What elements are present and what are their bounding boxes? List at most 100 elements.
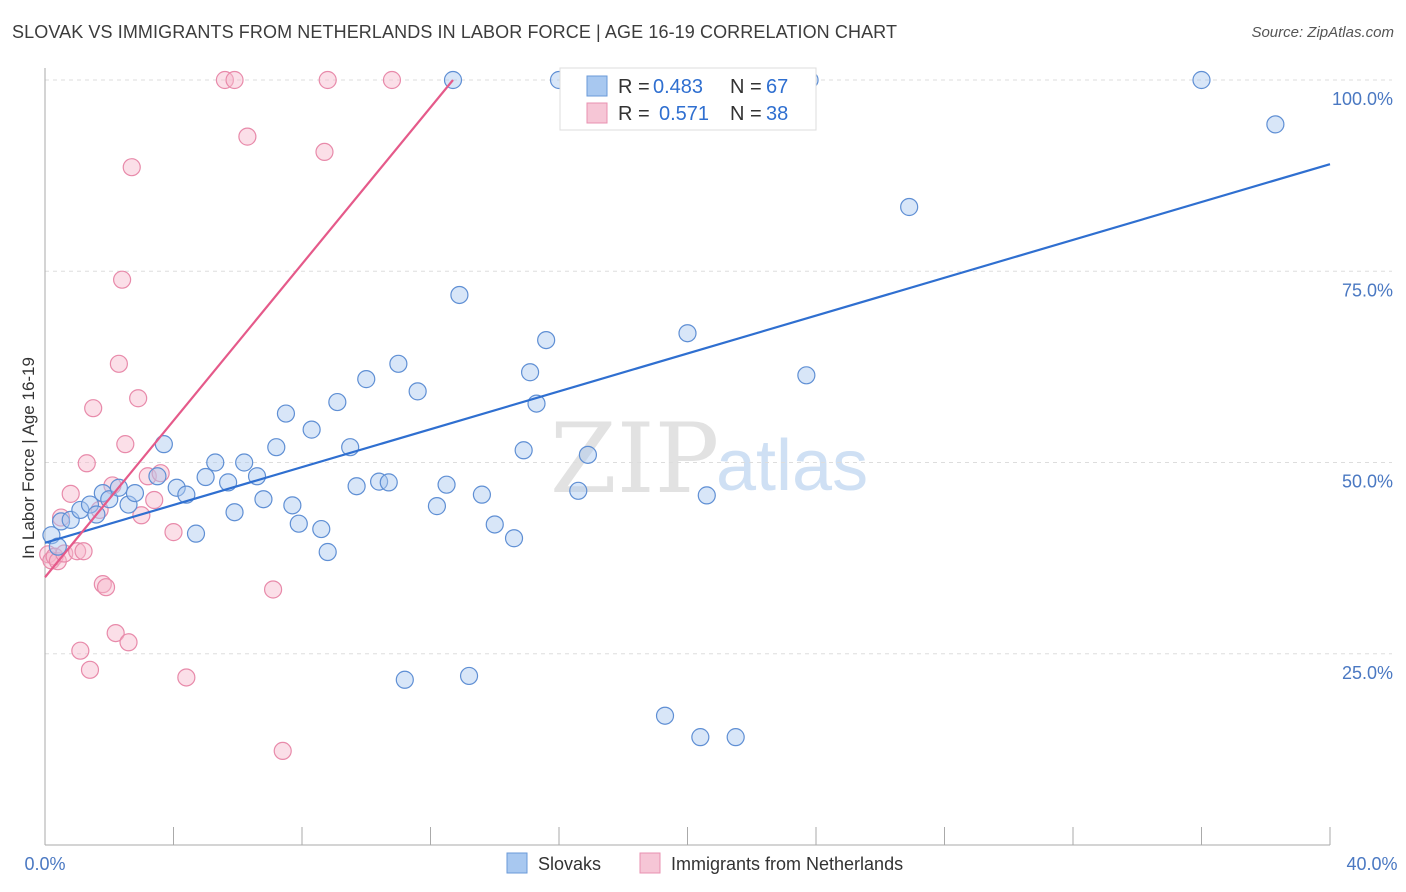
source-credit: Source: ZipAtlas.com bbox=[1251, 24, 1394, 41]
point-slovaks-58 bbox=[697, 486, 716, 505]
point-netherlands-18 bbox=[109, 354, 128, 373]
point-netherlands-31 bbox=[225, 70, 244, 90]
point-slovaks-14 bbox=[167, 478, 186, 497]
point-slovaks-18 bbox=[206, 453, 225, 472]
legend-swatch-netherlands bbox=[586, 102, 608, 124]
point-netherlands-22 bbox=[122, 158, 141, 177]
bottom-legend-label-netherlands: Immigrants from Netherlands bbox=[671, 854, 903, 874]
point-netherlands-27 bbox=[151, 464, 170, 483]
x-ticks bbox=[44, 827, 1331, 845]
point-slovaks-27 bbox=[289, 514, 308, 533]
point-slovaks-48 bbox=[520, 363, 540, 382]
point-netherlands-9 bbox=[74, 542, 93, 561]
point-slovaks-42 bbox=[450, 285, 469, 305]
point-slovaks-66 bbox=[1266, 115, 1285, 134]
point-slovaks-28 bbox=[302, 420, 321, 439]
y-tick-label-50: 50.0% bbox=[1342, 472, 1393, 492]
y-tick-labels: 25.0% 50.0% 75.0% 100.0% bbox=[1332, 89, 1393, 683]
point-slovaks-20 bbox=[225, 503, 244, 522]
legend-n-value-slovaks: 67 bbox=[766, 76, 788, 98]
point-slovaks-53 bbox=[569, 481, 588, 500]
point-slovaks-65 bbox=[1192, 70, 1211, 90]
legend-n-value-netherlands: 38 bbox=[766, 103, 788, 125]
point-slovaks-56 bbox=[678, 324, 697, 343]
point-slovaks-45 bbox=[485, 515, 504, 534]
point-slovaks-44 bbox=[472, 485, 491, 504]
legend-n-label-slovaks: N = bbox=[730, 76, 762, 98]
trend-lines bbox=[44, 79, 1331, 578]
y-tick-label-100: 100.0% bbox=[1332, 89, 1393, 109]
point-netherlands-36 bbox=[318, 70, 337, 90]
point-slovaks-57 bbox=[691, 728, 710, 747]
y-axis-label: In Labor Force | Age 16-19 bbox=[19, 357, 38, 559]
bottom-legend-swatch-slovaks bbox=[506, 852, 528, 874]
point-netherlands-15 bbox=[96, 578, 116, 597]
point-slovaks-54 bbox=[578, 445, 598, 464]
point-slovaks-60 bbox=[726, 728, 745, 747]
point-netherlands-8 bbox=[71, 641, 90, 660]
point-slovaks-40 bbox=[437, 475, 456, 494]
point-slovaks-63 bbox=[900, 197, 919, 217]
point-slovaks-43 bbox=[459, 666, 479, 686]
point-netherlands-20 bbox=[116, 435, 135, 454]
point-slovaks-23 bbox=[254, 490, 273, 509]
point-slovaks-36 bbox=[379, 473, 398, 492]
point-slovaks-26 bbox=[283, 496, 302, 515]
legend-r-value-slovaks: 0.483 bbox=[653, 76, 703, 98]
point-slovaks-55 bbox=[655, 706, 675, 725]
point-slovaks-38 bbox=[408, 382, 427, 401]
bottom-legend: Slovaks Immigrants from Netherlands bbox=[506, 852, 903, 874]
point-slovaks-35 bbox=[370, 472, 389, 491]
point-slovaks-17 bbox=[196, 467, 215, 487]
point-netherlands-28 bbox=[164, 523, 183, 542]
watermark-atlas: atlas bbox=[716, 426, 868, 506]
point-netherlands-14 bbox=[93, 575, 112, 594]
point-netherlands-35 bbox=[315, 142, 334, 162]
point-slovaks-3 bbox=[61, 510, 80, 529]
point-netherlands-17 bbox=[106, 623, 125, 643]
y-tick-label-75: 75.0% bbox=[1342, 280, 1393, 300]
trend-line-netherlands bbox=[44, 79, 454, 578]
legend-r-label-slovaks: R = bbox=[618, 76, 650, 98]
point-slovaks-37 bbox=[389, 354, 408, 373]
point-slovaks-25 bbox=[276, 404, 296, 423]
top-legend: R = 0.483 N = 67 R = 0.571 N = 38 bbox=[559, 67, 817, 131]
point-netherlands-37 bbox=[382, 70, 402, 90]
y-tick-label-25: 25.0% bbox=[1342, 663, 1393, 683]
point-netherlands-21 bbox=[119, 633, 138, 652]
point-slovaks-39 bbox=[427, 497, 447, 516]
bottom-legend-label-slovaks: Slovaks bbox=[538, 854, 601, 874]
point-slovaks-24 bbox=[267, 438, 286, 457]
point-netherlands-6 bbox=[61, 484, 80, 503]
point-slovaks-29 bbox=[312, 519, 331, 539]
point-netherlands-10 bbox=[77, 454, 96, 473]
point-netherlands-23 bbox=[129, 389, 148, 408]
point-slovaks-64 bbox=[395, 670, 414, 689]
point-slovaks-31 bbox=[328, 392, 347, 412]
point-slovaks-12 bbox=[148, 467, 167, 486]
bottom-legend-swatch-netherlands bbox=[639, 852, 661, 874]
legend-swatch-slovaks bbox=[586, 75, 608, 97]
legend-r-value-netherlands: 0.571 bbox=[659, 103, 709, 125]
chart-title: SLOVAK VS IMMIGRANTS FROM NETHERLANDS IN… bbox=[12, 22, 898, 42]
point-slovaks-16 bbox=[186, 524, 206, 543]
point-slovaks-5 bbox=[80, 495, 100, 514]
series-netherlands-points bbox=[39, 70, 402, 761]
legend-n-label-netherlands: N = bbox=[730, 103, 762, 125]
x-tick-label-max: 40.0% bbox=[1346, 854, 1397, 874]
point-slovaks-30 bbox=[318, 542, 337, 562]
point-slovaks-33 bbox=[347, 477, 366, 496]
point-netherlands-34 bbox=[273, 741, 292, 761]
point-netherlands-33 bbox=[263, 580, 283, 599]
point-netherlands-26 bbox=[145, 490, 164, 510]
x-tick-label-min: 0.0% bbox=[24, 854, 65, 874]
point-slovaks-46 bbox=[504, 529, 524, 548]
point-netherlands-19 bbox=[112, 270, 132, 289]
point-netherlands-7 bbox=[68, 542, 87, 561]
point-slovaks-50 bbox=[537, 331, 556, 350]
point-slovaks-11 bbox=[125, 484, 145, 503]
point-slovaks-34 bbox=[357, 370, 376, 389]
gridlines bbox=[45, 79, 1392, 655]
point-slovaks-47 bbox=[514, 441, 533, 460]
